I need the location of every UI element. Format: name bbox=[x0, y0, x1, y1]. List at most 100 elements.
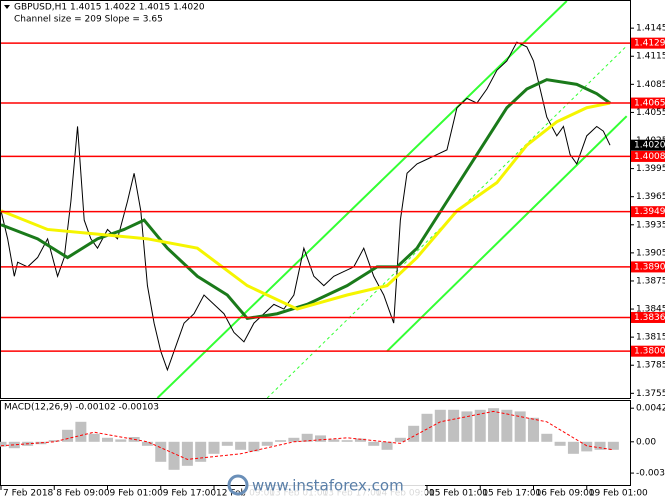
macd-bar bbox=[62, 429, 74, 442]
level-label: 1.4065 bbox=[634, 99, 665, 109]
x-tick-label: 8 Feb 09:00 bbox=[56, 489, 110, 499]
current-price-label: 1.4020 bbox=[634, 141, 665, 151]
level-label: 1.4129 bbox=[634, 39, 665, 49]
macd-bar bbox=[554, 441, 566, 446]
y-tick-label: 1.3845 bbox=[636, 305, 665, 315]
macd-bar bbox=[168, 441, 180, 470]
symbol-line: GBPUSD,H1 1.4015 1.4022 1.4015 1.4020 bbox=[14, 3, 205, 13]
y-tick-label: 1.4055 bbox=[636, 108, 665, 118]
macd-bar bbox=[501, 409, 513, 442]
macd-bar bbox=[0, 441, 7, 447]
macd-bar bbox=[514, 411, 526, 442]
y-tick-label: 1.4085 bbox=[636, 80, 665, 90]
y-tick-label: 0.00 bbox=[636, 437, 656, 447]
macd-bar bbox=[394, 437, 406, 442]
macd-bar bbox=[195, 441, 207, 462]
level-label: 1.3949 bbox=[634, 207, 665, 217]
current-price-box bbox=[631, 139, 665, 151]
signal-line bbox=[0, 410, 614, 460]
y-tick-label: 1.3875 bbox=[636, 276, 665, 286]
macd-bar bbox=[368, 441, 380, 446]
macd-bar bbox=[155, 441, 167, 462]
level-box bbox=[631, 206, 665, 218]
macd-bar bbox=[75, 421, 87, 442]
macd-bar bbox=[48, 440, 60, 442]
watermark-logo bbox=[227, 474, 249, 496]
macd-bar bbox=[594, 441, 606, 450]
level-label: 1.3836 bbox=[634, 313, 665, 323]
y-tick-label: 1.3785 bbox=[636, 361, 665, 371]
macd-bar bbox=[354, 438, 366, 442]
macd-bar bbox=[301, 433, 313, 442]
macd-bar bbox=[381, 441, 393, 450]
price-line bbox=[0, 41, 611, 372]
y-tick-label: 1.3755 bbox=[636, 389, 665, 399]
price-line bbox=[0, 101, 611, 311]
x-tick-label: 19 Feb 01:00 bbox=[589, 489, 648, 499]
macd-bar bbox=[141, 441, 153, 446]
level-label: 1.3800 bbox=[634, 347, 665, 357]
macd-bar bbox=[421, 413, 433, 442]
level-box bbox=[631, 345, 665, 357]
x-tick-label: 15 Feb 17:00 bbox=[482, 489, 541, 499]
y-tick-label: 1.3935 bbox=[636, 220, 665, 230]
watermark: www.instaforex.com bbox=[252, 477, 404, 495]
y-tick-label: 0.0042 bbox=[636, 404, 665, 414]
macd-title: MACD(12,26,9) -0.00102 -0.00103 bbox=[4, 403, 159, 413]
macd-bar bbox=[581, 441, 593, 452]
macd-bar bbox=[248, 441, 260, 452]
y-tick-label: 1.3815 bbox=[636, 333, 665, 343]
channel-line bbox=[386, 115, 628, 352]
level-box bbox=[631, 150, 665, 162]
macd-bar bbox=[261, 441, 273, 446]
macd-bar bbox=[541, 433, 553, 442]
level-label: 1.4008 bbox=[634, 152, 665, 162]
x-tick-label: 9 Feb 17:00 bbox=[163, 489, 217, 499]
level-box bbox=[631, 37, 665, 49]
macd-bar bbox=[474, 409, 486, 442]
macd-bar bbox=[101, 437, 113, 442]
channel-line bbox=[156, 1, 568, 398]
macd-bar bbox=[488, 408, 500, 442]
price-line bbox=[0, 78, 611, 321]
level-box bbox=[631, 261, 665, 273]
macd-bar bbox=[314, 435, 326, 442]
macd-bar bbox=[221, 441, 233, 446]
symbol-icon bbox=[4, 5, 10, 9]
macd-bar bbox=[235, 441, 247, 450]
x-tick-label: 15 Feb 01:00 bbox=[429, 489, 488, 499]
macd-bar bbox=[567, 441, 579, 454]
macd-bar bbox=[88, 433, 100, 442]
watermark-bg bbox=[245, 474, 425, 496]
macd-bar bbox=[448, 409, 460, 442]
y-tick-label: 1.3905 bbox=[636, 248, 665, 258]
x-tick-label: 7 Feb 2018 bbox=[3, 489, 54, 499]
macd-bar bbox=[181, 441, 193, 466]
macd-bar bbox=[115, 439, 127, 442]
main-panel bbox=[0, 0, 631, 399]
y-tick-label: 1.3965 bbox=[636, 192, 665, 202]
macd-bar bbox=[408, 425, 420, 442]
macd-bar bbox=[341, 440, 353, 442]
macd-bar bbox=[607, 441, 619, 450]
y-tick-label: 1.3995 bbox=[636, 164, 665, 174]
x-tick-label: 9 Feb 01:00 bbox=[109, 489, 163, 499]
x-tick-label: 16 Feb 09:00 bbox=[535, 489, 594, 499]
y-tick-label: -0.00391 bbox=[636, 469, 665, 479]
level-box bbox=[631, 97, 665, 109]
macd-bar bbox=[328, 439, 340, 442]
level-label: 1.3890 bbox=[634, 262, 665, 272]
y-tick-label: 1.4145 bbox=[636, 24, 665, 34]
channel-line: Channel size = 209 Slope = 3.65 bbox=[14, 15, 163, 25]
macd-panel bbox=[0, 400, 631, 486]
macd-bar bbox=[461, 411, 473, 442]
macd-bar bbox=[8, 441, 20, 449]
level-box bbox=[631, 311, 665, 323]
macd-bar bbox=[527, 417, 539, 442]
y-tick-label: 1.4115 bbox=[636, 52, 665, 62]
macd-bar bbox=[275, 440, 287, 442]
macd-bar bbox=[288, 437, 300, 442]
macd-bar bbox=[434, 409, 446, 442]
